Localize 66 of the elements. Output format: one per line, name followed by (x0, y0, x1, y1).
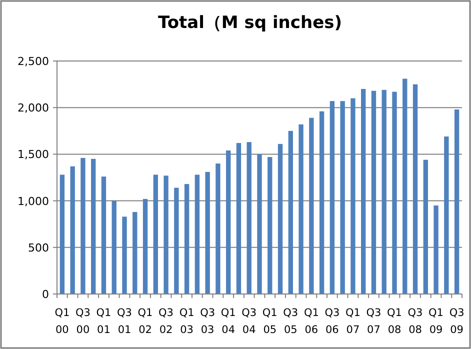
x-tick-label: Q1 03 (179, 307, 194, 336)
bar (330, 101, 335, 294)
x-tick-label: Q3 06 (324, 307, 340, 336)
y-tick-label: 1,000 (18, 194, 49, 208)
x-tick-label: Q1 09 (428, 307, 444, 336)
bar (226, 150, 231, 294)
bar (112, 200, 116, 294)
x-tick-label: Q3 05 (283, 307, 298, 336)
x-tick-label: Q1 07 (345, 307, 360, 336)
bar (60, 174, 65, 294)
bar (278, 144, 283, 294)
bar (184, 184, 190, 294)
y-tick-label: 2,500 (18, 55, 49, 68)
bar (174, 188, 179, 294)
x-tick-label: Q1 08 (387, 307, 402, 336)
y-tick-label: 500 (28, 241, 49, 254)
x-tick-label: Q3 04 (242, 307, 257, 336)
bar (309, 118, 314, 294)
bar (371, 90, 376, 294)
bar (91, 158, 96, 294)
x-tick-label: Q3 09 (449, 307, 464, 336)
x-tick-label: Q1 05 (262, 307, 278, 336)
bar (382, 90, 386, 294)
bar (319, 111, 324, 294)
bar (412, 84, 418, 294)
x-tick-label: Q1 01 (96, 307, 112, 336)
x-tick-label: Q1 04 (220, 307, 236, 336)
x-tick-label: Q3 00 (75, 307, 90, 336)
x-tick-label: Q3 01 (117, 307, 132, 336)
bar (361, 88, 366, 294)
x-tick-label: Q1 02 (138, 307, 153, 336)
bar (194, 174, 200, 294)
bar (80, 158, 86, 294)
x-tick-label: Q1 00 (54, 307, 70, 336)
bar (246, 142, 252, 294)
bar (392, 92, 397, 294)
bar (236, 143, 242, 294)
bar (142, 198, 148, 294)
bar (101, 176, 106, 294)
x-tick-label: Q1 06 (304, 307, 319, 336)
bar (132, 212, 138, 294)
y-tick-label: 0 (42, 288, 49, 301)
bar (340, 101, 345, 294)
bar (70, 166, 75, 294)
bar (268, 156, 272, 294)
bar (434, 205, 438, 294)
bar (350, 98, 356, 294)
bar (288, 130, 293, 294)
bar (423, 160, 428, 294)
bar (164, 176, 168, 294)
x-tick-label: Q3 07 (366, 307, 382, 336)
bar (122, 216, 127, 294)
bar (298, 124, 304, 294)
y-tick-label: 1,500 (18, 148, 49, 162)
y-tick-label: 2,000 (18, 102, 49, 115)
bar (257, 154, 262, 294)
bar (402, 78, 408, 294)
bar (153, 174, 158, 294)
x-tick-label: Q3 03 (200, 307, 216, 336)
bar (444, 136, 449, 294)
bar (454, 109, 460, 294)
x-tick-label: Q3 02 (158, 307, 174, 336)
chart-title: Total（M sq inches) (158, 13, 342, 33)
bar (205, 172, 210, 294)
bar (216, 164, 220, 294)
x-tick-label: Q3 08 (408, 307, 423, 336)
